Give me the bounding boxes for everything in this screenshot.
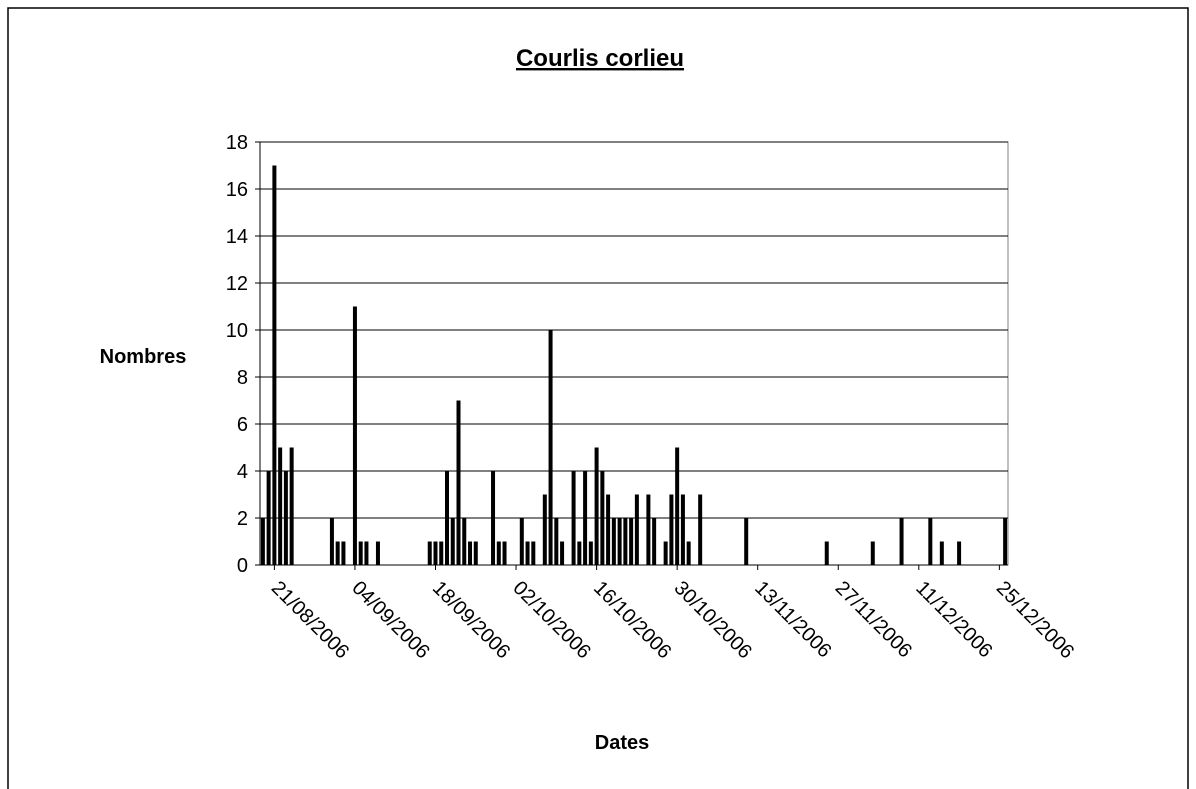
bar [358, 541, 363, 565]
bar [957, 541, 962, 565]
y-tick-label: 6 [237, 414, 248, 436]
y-tick-label: 2 [237, 508, 248, 530]
bar [600, 471, 605, 565]
bar [899, 518, 904, 565]
bar [491, 471, 496, 565]
bar [450, 518, 455, 565]
bar [283, 471, 288, 565]
bar [525, 541, 530, 565]
bar [686, 541, 691, 565]
bar [669, 494, 674, 565]
bar [629, 518, 634, 565]
bar [502, 541, 507, 565]
bar [335, 541, 340, 565]
bar [870, 541, 875, 565]
bar [519, 518, 524, 565]
bar [939, 541, 944, 565]
bar [433, 541, 438, 565]
y-axis-title: Nombres [100, 346, 187, 368]
bar [266, 471, 271, 565]
y-tick-label: 18 [226, 132, 248, 154]
bar [375, 541, 380, 565]
bar [445, 471, 449, 565]
bar [634, 494, 639, 565]
bar [698, 494, 703, 565]
y-tick-label: 0 [237, 555, 248, 577]
bar [1003, 518, 1008, 565]
plot-area [259, 141, 1009, 566]
bar [675, 447, 680, 565]
bar [272, 165, 277, 565]
bar [928, 518, 933, 565]
bar [583, 471, 588, 565]
bar [289, 447, 294, 565]
y-tick-label: 16 [226, 179, 248, 201]
bar [663, 541, 668, 565]
bar [260, 518, 265, 565]
bar [680, 494, 685, 565]
bar [427, 541, 432, 565]
bar [617, 518, 622, 565]
bar [548, 330, 553, 565]
bar [611, 518, 616, 565]
bar [278, 447, 283, 565]
bar [542, 494, 547, 565]
bar [462, 518, 467, 565]
y-tick-label: 8 [237, 367, 248, 389]
x-axis-title: Dates [595, 732, 649, 754]
bar [468, 541, 473, 565]
y-tick-label: 12 [226, 273, 248, 295]
bar [473, 541, 478, 565]
bar [456, 400, 461, 565]
bar [352, 306, 357, 565]
bar [588, 541, 593, 565]
bar [824, 541, 829, 565]
bar [341, 541, 346, 565]
bar [531, 541, 536, 565]
y-tick-label: 4 [237, 461, 248, 483]
bar [364, 541, 369, 565]
bar [623, 518, 628, 565]
bar [329, 518, 334, 565]
bar [744, 518, 749, 565]
bar [577, 541, 582, 565]
bar [554, 518, 559, 565]
bar [646, 494, 651, 565]
bar [571, 471, 576, 565]
bar [560, 541, 565, 565]
bar [496, 541, 501, 565]
chart-title: Courlis corlieu [516, 45, 684, 72]
bar [652, 518, 657, 565]
y-tick-label: 10 [226, 320, 248, 342]
bar [439, 541, 444, 565]
bar [606, 494, 611, 565]
bar [594, 447, 599, 565]
y-tick-label: 14 [226, 226, 248, 248]
